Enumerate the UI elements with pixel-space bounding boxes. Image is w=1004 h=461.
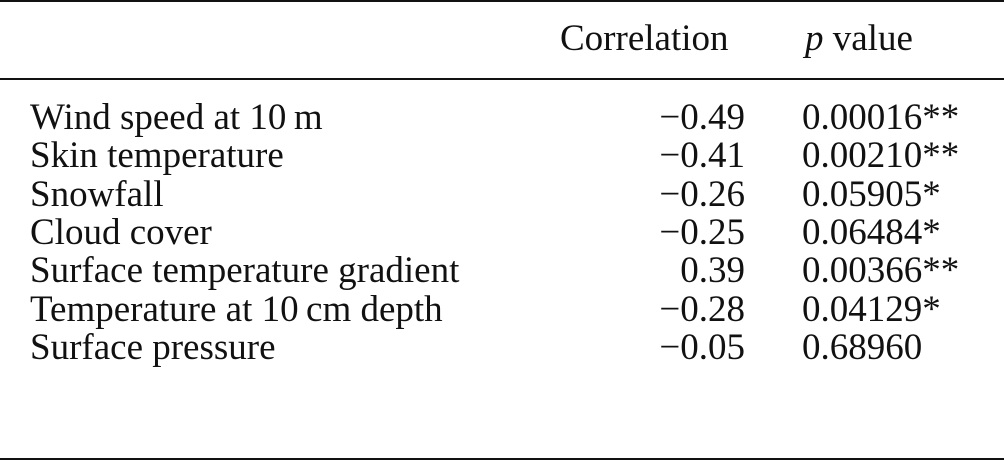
header-rule <box>0 78 1004 80</box>
bottom-rule <box>0 458 1004 460</box>
row-correlation: −0.05 <box>659 327 745 368</box>
row-correlation: −0.49 <box>659 97 745 138</box>
row-correlation: −0.26 <box>659 174 745 215</box>
row-correlation: −0.25 <box>659 212 745 253</box>
row-label: Snowfall <box>30 174 164 215</box>
row-correlation: 0.39 <box>680 250 745 291</box>
row-label: Surface temperature gradient <box>30 250 460 291</box>
header-p-rest: value <box>832 18 913 59</box>
row-correlation: −0.28 <box>659 289 745 330</box>
row-p-value: 0.68960 <box>802 327 923 368</box>
header-p-symbol: p <box>805 18 824 59</box>
top-rule <box>0 0 1004 2</box>
row-p-value: 0.00366** <box>802 250 960 291</box>
row-label: Surface pressure <box>30 327 276 368</box>
row-p-value: 0.00210** <box>802 135 960 176</box>
row-label: Skin temperature <box>30 135 284 176</box>
row-label: Wind speed at 10 m <box>30 97 323 138</box>
row-p-value: 0.04129* <box>802 289 941 330</box>
row-correlation: −0.41 <box>659 135 745 176</box>
row-label: Temperature at 10 cm depth <box>30 289 443 330</box>
header-correlation: Correlation <box>560 18 729 59</box>
row-p-value: 0.06484* <box>802 212 941 253</box>
header-p-value: p value <box>805 17 913 61</box>
row-p-value: 0.05905* <box>802 174 941 215</box>
row-label: Cloud cover <box>30 212 212 253</box>
row-p-value: 0.00016** <box>802 97 960 138</box>
